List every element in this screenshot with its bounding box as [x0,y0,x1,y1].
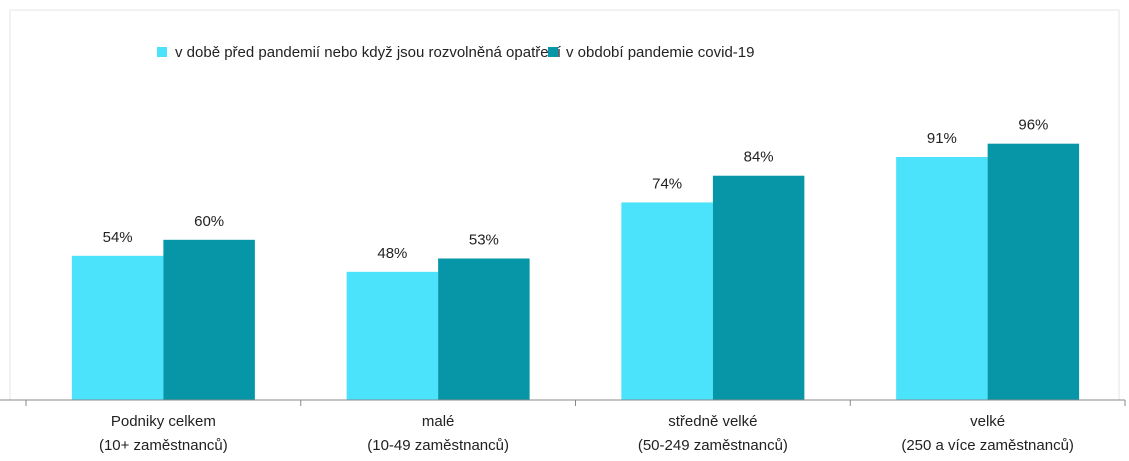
x-tick-label: (250 a více zaměstnanců) [901,437,1074,454]
x-tick-label: (50-249 zaměstnanců) [638,437,788,454]
bar [712,175,805,400]
value-label: 96% [1018,117,1048,134]
x-tick-label: středně velké [668,413,757,430]
value-label: 74% [652,175,682,192]
value-label: 84% [744,149,774,166]
x-tick-label: (10-49 zaměstnanců) [367,437,509,454]
value-label: 53% [469,231,499,248]
x-tick-label: (10+ zaměstnanců) [99,437,228,454]
legend-swatch [157,47,167,57]
legend-swatch [548,47,558,57]
bar [896,157,988,400]
bar [346,271,439,400]
legend-label: v období pandemie covid-19 [566,44,754,61]
x-tick-label: malé [422,413,455,430]
x-tick-label: Podniky celkem [111,413,216,430]
legend-label: v době před pandemií nebo když jsou rozv… [175,44,562,61]
value-label: 60% [194,213,224,230]
value-label: 54% [103,229,133,246]
bar [163,239,255,400]
bar [71,255,164,400]
value-label: 91% [927,130,957,147]
value-label: 48% [377,245,407,262]
bar [987,143,1080,400]
bar [621,202,713,400]
x-tick-label: velké [970,413,1005,430]
bar [438,258,530,400]
